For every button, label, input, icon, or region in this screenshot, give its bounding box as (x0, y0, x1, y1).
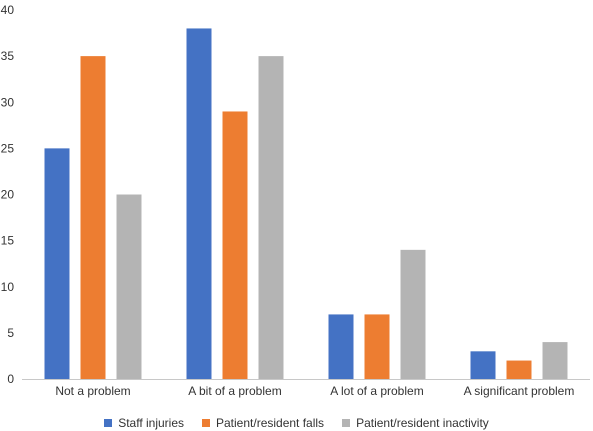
legend-item: Staff injuries (104, 416, 184, 430)
y-tick-label: 25 (1, 141, 15, 155)
y-tick-label: 10 (1, 280, 15, 294)
x-tick-label: Not a problem (55, 384, 130, 398)
legend-swatch (342, 419, 351, 427)
y-tick-label: 30 (1, 95, 15, 109)
bar (186, 28, 212, 379)
legend-item: Patient/resident inactivity (342, 416, 489, 430)
bar (542, 342, 568, 379)
bar (80, 56, 106, 379)
bar (470, 351, 496, 379)
legend-item: Patient/resident falls (202, 416, 324, 430)
bar (364, 314, 390, 379)
y-tick-label: 35 (1, 49, 15, 63)
legend-swatch (104, 419, 113, 427)
x-tick-label: A significant problem (464, 384, 575, 398)
y-tick-label: 40 (1, 3, 15, 17)
bar (506, 360, 532, 379)
bar (258, 56, 284, 379)
y-tick-label: 0 (7, 372, 14, 386)
legend-swatch (202, 419, 210, 427)
bar (116, 194, 142, 379)
y-tick-label: 15 (1, 234, 15, 248)
legend-label: Staff injuries (118, 416, 184, 430)
y-tick-label: 5 (7, 326, 14, 340)
legend-label: Patient/resident inactivity (356, 416, 489, 430)
y-axis-ticks: 0 5 10 15 20 25 30 35 40 (1, 3, 15, 386)
bar (222, 111, 248, 379)
x-axis-labels: Not a problem A bit of a problem A lot of … (55, 384, 574, 398)
bar (400, 249, 426, 379)
legend: Staff injuries Patient/resident falls Pati… (0, 416, 593, 430)
legend-label: Patient/resident falls (216, 416, 325, 430)
bar (44, 148, 70, 379)
bar (328, 314, 354, 379)
bar-chart: 0 5 10 15 20 25 30 35 40 Not a problem A bit of a… (1, 3, 590, 398)
x-tick-label: A lot of a problem (330, 384, 423, 398)
bars-group (44, 28, 568, 379)
x-tick-label: A bit of a problem (188, 384, 281, 398)
y-tick-label: 20 (1, 188, 15, 202)
